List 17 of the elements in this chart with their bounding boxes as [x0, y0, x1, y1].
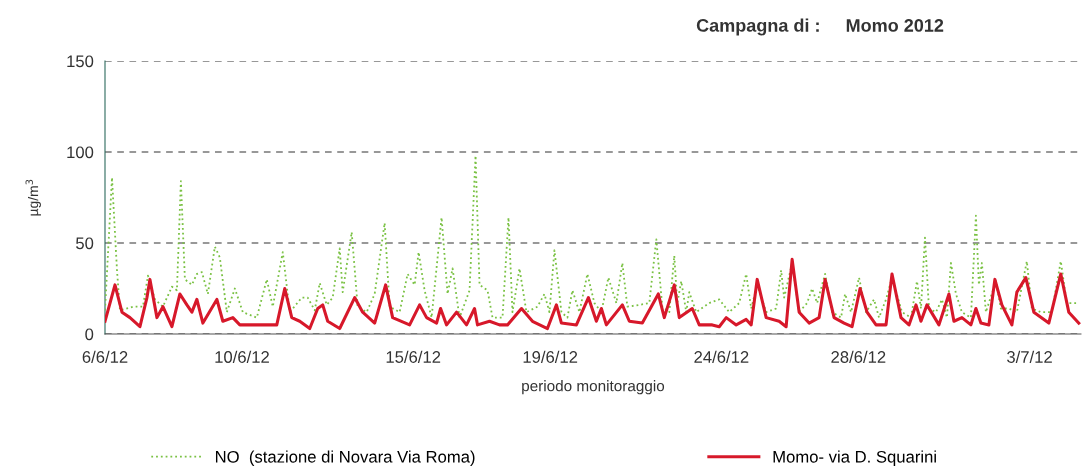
- chart-title: Campagna di : Momo 2012: [696, 18, 944, 36]
- x-tick-label: 3/7/12: [1007, 350, 1052, 363]
- y-tick-label: 100: [67, 146, 94, 159]
- x-tick-label: 24/6/12: [694, 350, 749, 363]
- x-tick-label: 28/6/12: [831, 350, 886, 363]
- x-tick-label: 19/6/12: [523, 350, 578, 363]
- y-tick-label: 50: [76, 237, 94, 250]
- y-axis-title: µg/m$^{3}$: [25, 179, 41, 216]
- x-tick-label: 10/6/12: [215, 350, 269, 363]
- x-tick-label: 15/6/12: [386, 350, 441, 363]
- y-tick-label: 0: [85, 328, 94, 341]
- x-tick-label: 6/6/12: [82, 350, 128, 363]
- legend-label: NO (stazione di Novara Via Roma): [215, 450, 475, 466]
- x-axis-title: periodo monitoraggio: [522, 380, 665, 395]
- line-series: [105, 257, 1081, 331]
- legend-label: Momo- via D. Squarini: [773, 450, 936, 466]
- y-tick-label: 150: [67, 55, 94, 68]
